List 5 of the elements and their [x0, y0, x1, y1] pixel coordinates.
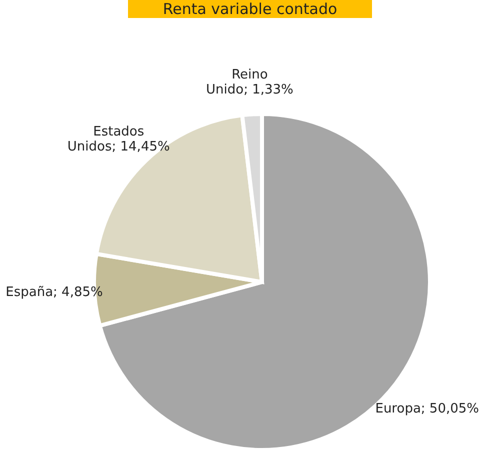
slice-label: España; 4,85% — [6, 284, 103, 300]
slice-label: Reino Unido; 1,33% — [206, 67, 294, 98]
slice-label: Estados Unidos; 14,45% — [67, 124, 170, 154]
chart-title: Renta variable contado — [162, 0, 338, 18]
slice-label: Europa; 50,05% — [375, 402, 479, 417]
